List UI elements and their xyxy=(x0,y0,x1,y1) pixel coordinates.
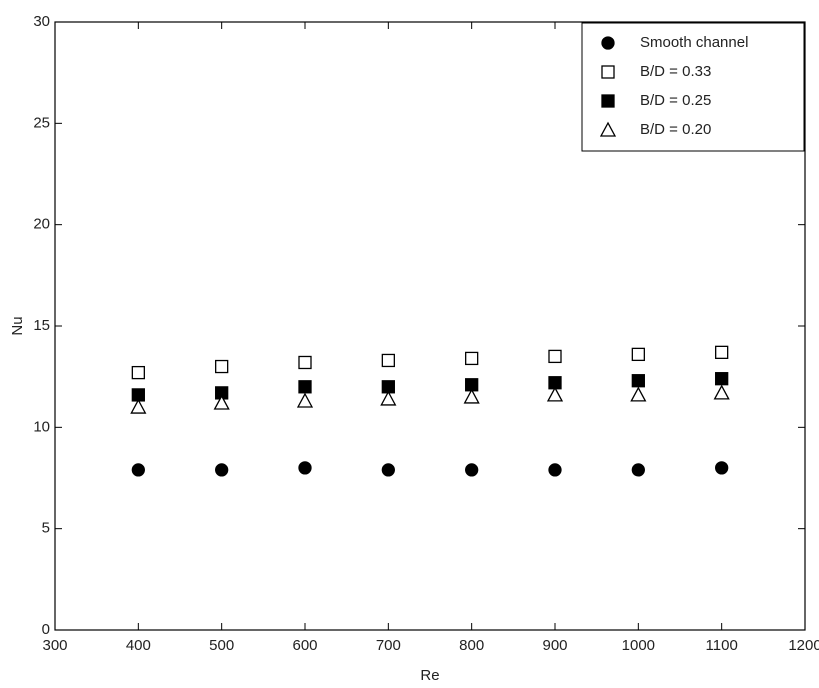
legend-label: B/D = 0.20 xyxy=(640,121,711,138)
point xyxy=(215,463,229,477)
x-tick-label: 1000 xyxy=(622,637,655,654)
point xyxy=(381,463,395,477)
x-axis-label: Re xyxy=(420,667,439,684)
legend-label: B/D = 0.33 xyxy=(640,63,711,80)
y-tick-label: 20 xyxy=(33,216,50,233)
legend-marker xyxy=(599,121,617,137)
point xyxy=(715,345,729,359)
x-tick-label: 800 xyxy=(459,637,484,654)
point xyxy=(381,353,395,368)
point xyxy=(463,388,480,404)
legend-marker xyxy=(601,36,615,50)
y-tick-label: 0 xyxy=(42,621,50,638)
point xyxy=(130,398,147,414)
point xyxy=(548,349,562,364)
y-tick-label: 15 xyxy=(33,317,50,334)
point xyxy=(465,463,479,477)
point xyxy=(715,461,729,475)
y-tick-label: 30 xyxy=(33,13,50,30)
x-tick-label: 1100 xyxy=(706,637,738,654)
point xyxy=(380,390,397,406)
point xyxy=(213,394,230,410)
point xyxy=(548,463,562,477)
point xyxy=(131,365,145,380)
point xyxy=(631,374,645,388)
point xyxy=(630,386,647,402)
point xyxy=(631,463,645,477)
y-axis-label: Nu xyxy=(9,316,26,335)
point xyxy=(546,386,564,402)
x-tick-label: 600 xyxy=(292,637,317,654)
legend-marker xyxy=(601,65,615,79)
legend-label: B/D = 0.25 xyxy=(640,92,711,109)
legend-label: Smooth channel xyxy=(640,34,748,51)
point xyxy=(465,351,479,366)
x-tick-label: 400 xyxy=(126,637,151,654)
y-tick-label: 5 xyxy=(42,520,50,537)
y-tick-label: 10 xyxy=(33,418,50,435)
y-tick-label: 25 xyxy=(33,114,50,131)
legend-marker xyxy=(601,94,615,108)
point xyxy=(215,359,229,374)
x-tick-label: 900 xyxy=(542,637,567,654)
point xyxy=(298,380,312,394)
x-tick-label: 500 xyxy=(209,637,234,654)
point xyxy=(131,463,145,477)
point xyxy=(713,384,730,400)
point xyxy=(298,461,312,475)
x-tick-label: 1200 xyxy=(788,637,819,654)
point xyxy=(298,355,312,370)
point xyxy=(715,372,729,386)
point xyxy=(296,392,314,408)
x-tick-label: 700 xyxy=(376,637,401,654)
x-tick-label: 300 xyxy=(42,637,67,654)
legend-box xyxy=(581,22,805,152)
point xyxy=(631,347,645,362)
